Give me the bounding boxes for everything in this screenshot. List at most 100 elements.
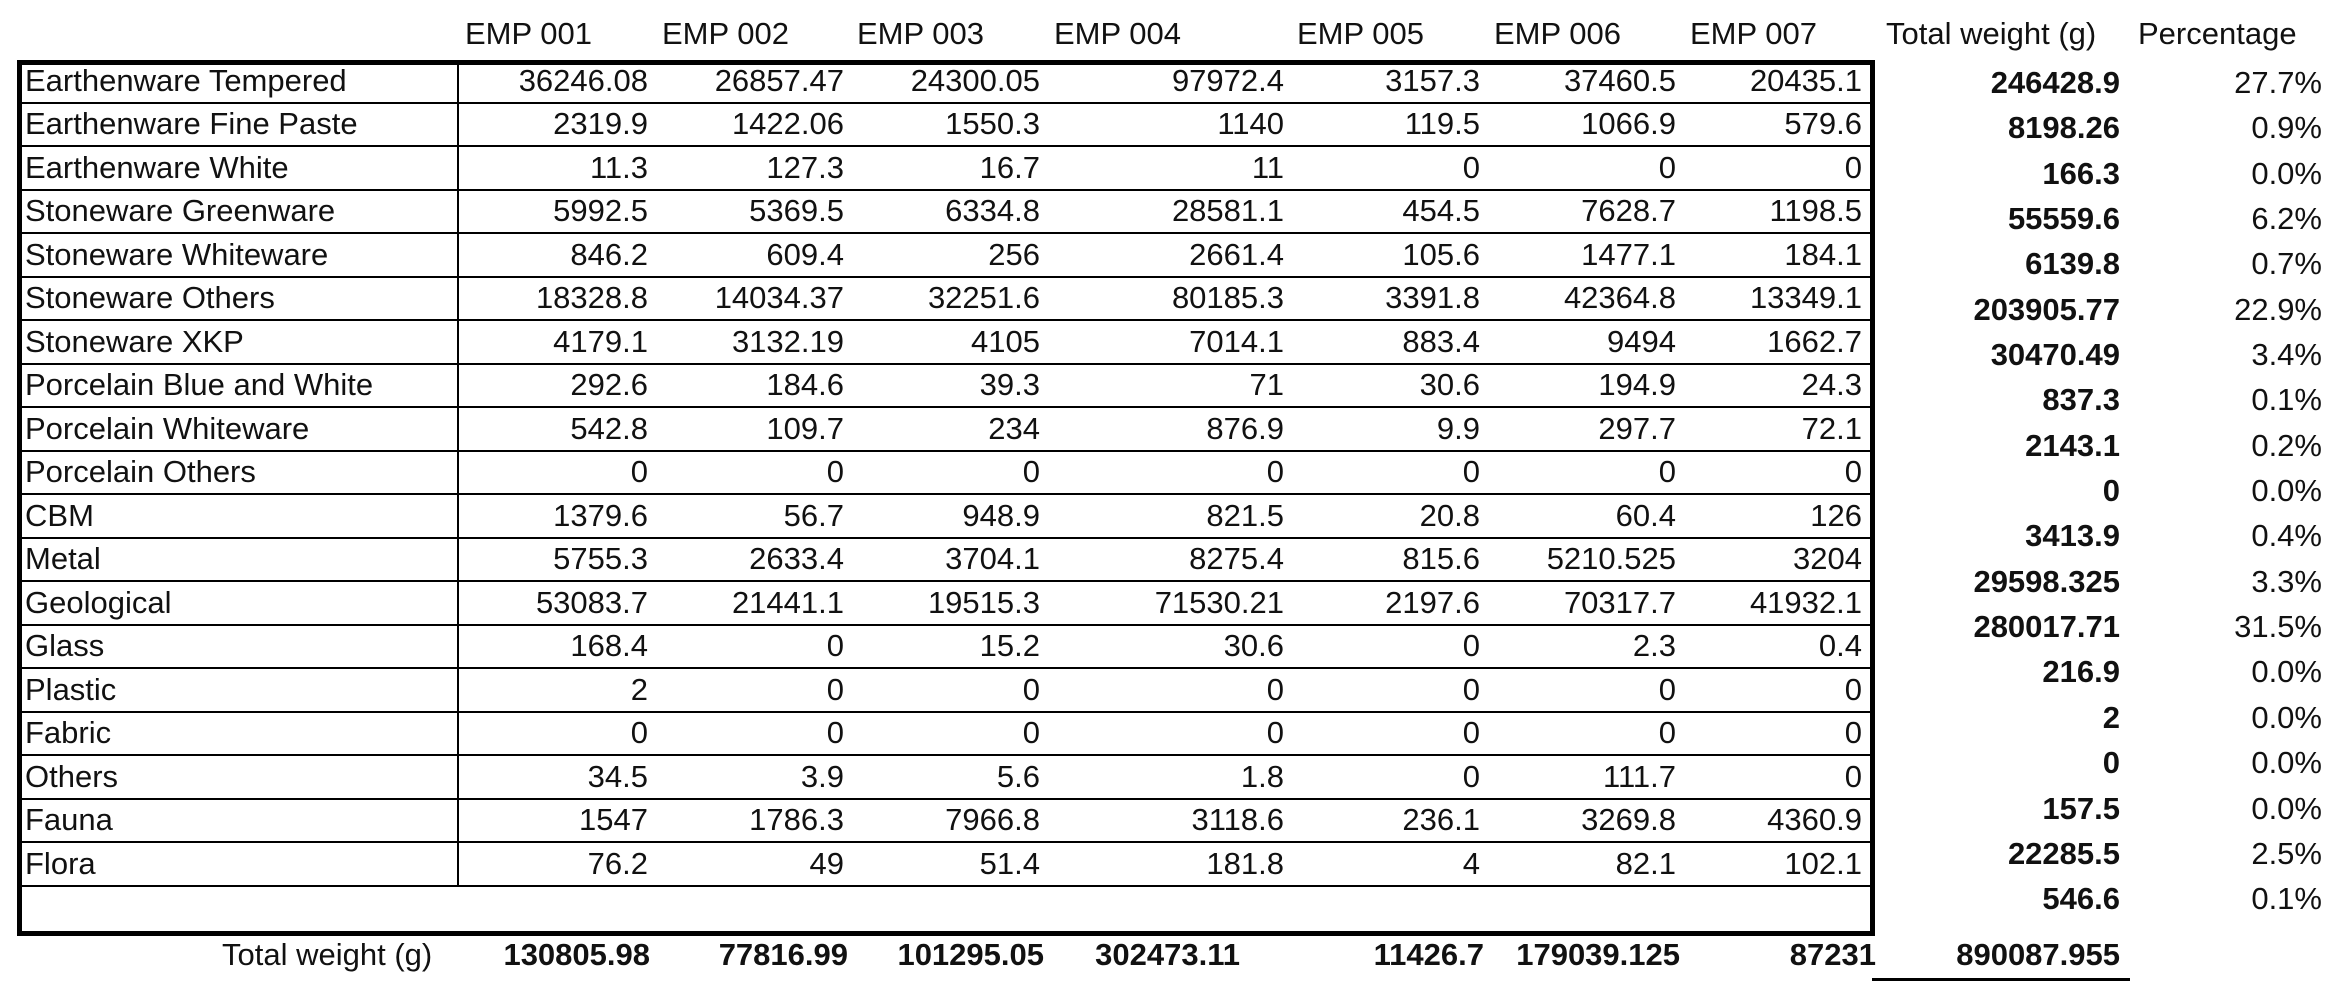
row-label: Fabric (17, 711, 459, 756)
cell-value: 0 (1292, 668, 1488, 713)
cell-value: 5369.5 (656, 189, 852, 234)
row-percentage: 31.5% (2234, 609, 2322, 645)
cell-value: 15.2 (852, 624, 1048, 669)
column-header: EMP 002 (662, 16, 789, 51)
table-row: Stoneware Whiteware 846.2 609.4 256 2661.4 10… (17, 233, 1870, 278)
row-total-weight: 0 (2102, 473, 2120, 509)
cell-value: 1786.3 (656, 798, 852, 843)
data-table: Earthenware Tempered 36246.08 26857.47 2430… (17, 60, 1870, 887)
column-header: EMP 001 (465, 16, 592, 51)
cell-value: 37460.5 (1488, 60, 1684, 104)
cell-value: 11.3 (458, 146, 656, 191)
cell-value: 194.9 (1488, 363, 1684, 408)
cell-value: 168.4 (458, 624, 656, 669)
row-label: Others (17, 755, 459, 800)
cell-value: 3132.19 (656, 320, 852, 365)
cell-value: 0 (458, 711, 656, 756)
total-row-label: Total weight (g) (222, 937, 433, 972)
row-percentage: 6.2% (2251, 201, 2322, 237)
cell-value: 3157.3 (1292, 60, 1488, 104)
cell-value: 0 (1292, 755, 1488, 800)
row-label: Fauna (17, 798, 459, 843)
row-summary: 546.6 0.1% (1876, 876, 2342, 921)
table-row: Geological 53083.7 21441.1 19515.3 71530.21 2… (17, 581, 1870, 626)
cell-value: 0 (1684, 711, 1870, 756)
cell-value: 2661.4 (1048, 233, 1292, 278)
cell-value: 1.8 (1048, 755, 1292, 800)
grand-total-underline (1872, 978, 2130, 981)
row-summary: 2143.1 0.2% (1876, 423, 2342, 468)
cell-value: 4360.9 (1684, 798, 1870, 843)
cell-value: 0 (852, 711, 1048, 756)
table-row: Flora 76.2 49 51.4 181.8 4 82.1 102.1 (17, 842, 1870, 887)
row-summary: 30470.49 3.4% (1876, 332, 2342, 377)
table-row: Metal 5755.3 2633.4 3704.1 8275.4 815.6 5210.5… (17, 537, 1870, 582)
row-total-weight: 29598.325 (1973, 563, 2120, 599)
row-total-weight: 837.3 (2042, 382, 2120, 418)
cell-value: 0 (1488, 711, 1684, 756)
cell-value: 609.4 (656, 233, 852, 278)
column-total: 87231 (1789, 937, 1876, 972)
row-total-weight: 166.3 (2042, 155, 2120, 191)
cell-value: 0 (1292, 711, 1488, 756)
row-percentage: 0.4% (2251, 518, 2322, 554)
table-row: CBM 1379.6 56.7 948.9 821.5 20.8 60.4 126 (17, 494, 1870, 539)
cell-value: 9494 (1488, 320, 1684, 365)
column-header: EMP 003 (857, 16, 984, 51)
row-label: Glass (17, 624, 459, 669)
column-header: EMP 004 (1054, 16, 1181, 51)
column-total: 179039.125 (1516, 937, 1680, 972)
row-percentage: 27.7% (2234, 65, 2322, 100)
row-summary: 246428.9 27.7% (1876, 60, 2342, 105)
cell-value: 56.7 (656, 494, 852, 539)
cell-value: 119.5 (1292, 102, 1488, 147)
row-summary: 216.9 0.0% (1876, 649, 2342, 694)
cell-value: 7966.8 (852, 798, 1048, 843)
row-percentage: 0.1% (2251, 881, 2322, 917)
grand-total: 890087.955 (1956, 937, 2120, 972)
cell-value: 9.9 (1292, 407, 1488, 452)
row-label: Earthenware Tempered (17, 60, 459, 104)
cell-value: 72.1 (1684, 407, 1870, 452)
row-total-weight: 157.5 (2042, 790, 2120, 826)
cell-value: 41932.1 (1684, 581, 1870, 626)
cell-value: 181.8 (1048, 842, 1292, 887)
cell-value: 70317.7 (1488, 581, 1684, 626)
row-total-weight: 8198.26 (2007, 110, 2120, 146)
cell-value: 0 (1684, 755, 1870, 800)
row-percentage: 0.0% (2251, 654, 2322, 690)
cell-value: 2 (458, 668, 656, 713)
row-label: Earthenware Fine Paste (17, 102, 459, 147)
column-total: 77816.99 (718, 937, 848, 972)
cell-value: 815.6 (1292, 537, 1488, 582)
cell-value: 4105 (852, 320, 1048, 365)
cell-value: 876.9 (1048, 407, 1292, 452)
cell-value: 0 (458, 450, 656, 495)
cell-value: 1547 (458, 798, 656, 843)
column-header: EMP 007 (1690, 16, 1817, 51)
row-summary: 8198.26 0.9% (1876, 105, 2342, 150)
cell-value: 0 (656, 668, 852, 713)
row-percentage: 0.0% (2251, 473, 2322, 509)
row-summary: 22285.5 2.5% (1876, 831, 2342, 876)
cell-value: 109.7 (656, 407, 852, 452)
cell-value: 30.6 (1048, 624, 1292, 669)
cell-value: 1477.1 (1488, 233, 1684, 278)
cell-value: 102.1 (1684, 842, 1870, 887)
row-label: Porcelain Blue and White (17, 363, 459, 408)
cell-value: 3204 (1684, 537, 1870, 582)
cell-value: 3269.8 (1488, 798, 1684, 843)
cell-value: 579.6 (1684, 102, 1870, 147)
table-row: Earthenware White 11.3 127.3 16.7 11 0 0 0 (17, 146, 1870, 191)
table-row: Porcelain Others 0 0 0 0 0 0 0 (17, 450, 1870, 495)
cell-value: 19515.3 (852, 581, 1048, 626)
cell-value: 0 (1684, 450, 1870, 495)
row-percentage: 3.4% (2251, 337, 2322, 373)
cell-value: 0 (1488, 668, 1684, 713)
cell-value: 7628.7 (1488, 189, 1684, 234)
column-total: 101295.05 (897, 937, 1044, 972)
row-label: Plastic (17, 668, 459, 713)
row-label: Stoneware Whiteware (17, 233, 459, 278)
table-row: Fauna 1547 1786.3 7966.8 3118.6 236.1 3269.8 43… (17, 798, 1870, 843)
